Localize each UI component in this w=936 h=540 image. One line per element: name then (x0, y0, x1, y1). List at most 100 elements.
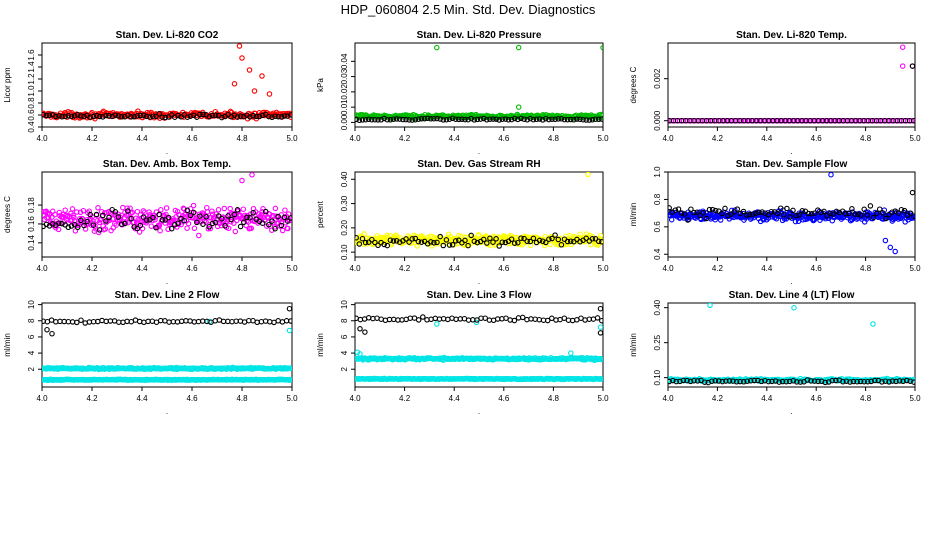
x-tick-label: 4.0 (662, 394, 674, 403)
outlier-point (585, 172, 591, 178)
data-point (150, 113, 156, 119)
data-point (911, 117, 915, 124)
data-point (577, 238, 583, 245)
y-tick-label: 0.40 (340, 171, 349, 187)
data-point (530, 235, 537, 242)
data-point (203, 214, 209, 220)
data-point (232, 228, 239, 235)
y-tick-label: 0.8 (27, 97, 36, 109)
data-point (159, 217, 166, 223)
data-point (911, 379, 915, 385)
data-point (428, 116, 434, 122)
data-point (462, 116, 468, 123)
data-point (790, 207, 796, 214)
y-tick-label: 1.0 (27, 85, 36, 97)
data-point (487, 116, 493, 122)
x-tick-label: 5.0 (909, 264, 921, 273)
data-point (272, 205, 279, 212)
data-point (861, 206, 867, 213)
data-point (250, 210, 256, 216)
series-reference (42, 206, 292, 233)
data-point (134, 225, 140, 232)
x-tick-label: 4.4 (761, 264, 773, 273)
data-point (555, 236, 562, 243)
x-tick-label: 4.4 (761, 134, 773, 143)
data-point (288, 318, 292, 324)
data-point (390, 116, 397, 122)
panel-title: Stan. Dev. Gas Stream RH (417, 159, 540, 170)
plot-frame (41, 302, 293, 388)
y-tick-label: 0.4 (653, 248, 662, 260)
data-point (55, 226, 62, 233)
data-point (71, 113, 78, 119)
panel-title: Stan. Dev. Amb. Box Temp. (103, 159, 231, 170)
series-reference (355, 305, 603, 336)
y-axis-label: ml/min (629, 333, 638, 357)
panel-3: Stan. Dev. Li-820 Temp. degrees C. 4.0 4.2 4… (629, 30, 921, 156)
data-point (165, 226, 171, 233)
panel-8: Stan. Dev. Line 3 Flow ml/min. 4.0 4.2 4.4 4.… (316, 290, 609, 416)
data-point (221, 205, 228, 212)
y-tick-label: 0.16 (27, 216, 36, 232)
panel-title: Stan. Dev. Li-820 Pressure (417, 30, 542, 41)
data-point (675, 206, 682, 212)
data-point (228, 218, 234, 225)
data-point (680, 377, 687, 384)
data-point (706, 206, 713, 213)
data-point (561, 315, 568, 321)
data-point (259, 112, 266, 119)
data-point (511, 317, 518, 324)
data-point (527, 115, 534, 122)
x-tick-label: 4.6 (498, 134, 510, 143)
y-tick-label: 10 (340, 300, 349, 309)
x-tick-label: 4.6 (498, 394, 510, 403)
data-point (716, 378, 722, 384)
data-point (125, 208, 131, 214)
data-point (412, 116, 419, 123)
data-point (137, 222, 144, 229)
data-point (247, 114, 253, 120)
outlier-point (473, 319, 480, 326)
data-point (212, 219, 219, 226)
panel-2: Stan. Dev. Li-820 Pressure kPa. 4.0 4.2 4.4 4… (316, 30, 609, 156)
data-point (546, 116, 552, 123)
data-point (818, 209, 824, 216)
data-point (668, 205, 672, 211)
data-point (197, 111, 203, 118)
data-point (162, 114, 169, 121)
x-tick-label: 4.6 (811, 394, 823, 403)
panel-title: Stan. Dev. Li-820 Temp. (736, 30, 847, 41)
data-point (209, 220, 216, 227)
data-point (499, 116, 506, 122)
x-tick-label: 4.8 (548, 394, 560, 403)
data-point (722, 205, 728, 212)
data-point (855, 211, 861, 217)
data-point (758, 378, 765, 385)
data-point (128, 215, 134, 222)
data-point (181, 217, 187, 224)
data-point (231, 211, 238, 218)
data-point (861, 378, 867, 385)
x-tick-label: 5.0 (597, 394, 609, 403)
data-point (100, 114, 106, 120)
data-point (508, 116, 515, 123)
data-point (112, 112, 119, 118)
data-point (691, 377, 697, 384)
data-point (452, 116, 459, 122)
x-tick-label: 4.4 (449, 264, 461, 273)
data-point (544, 317, 551, 324)
x-tick-label: 4.0 (662, 134, 674, 143)
data-point (843, 378, 850, 384)
data-point (175, 112, 181, 119)
data-point (484, 240, 490, 246)
outlier-point (434, 44, 440, 51)
data-point (673, 378, 680, 385)
panel-9: Stan. Dev. Line 4 (LT) Flow ml/min. 4.0 4.2… (629, 290, 921, 416)
series-line-b (355, 375, 603, 383)
data-point (396, 239, 403, 245)
data-point (365, 116, 372, 123)
data-point (895, 210, 902, 216)
data-point (779, 378, 786, 385)
data-point (868, 378, 874, 385)
